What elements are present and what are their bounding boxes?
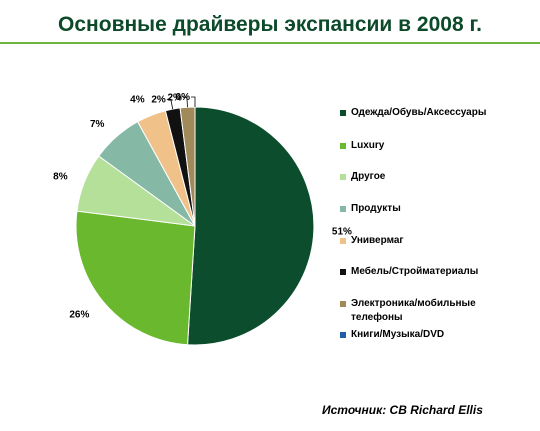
leader-lines xyxy=(166,96,196,110)
data-label: 4% xyxy=(130,95,145,106)
chart-title: Основные драйверы экспансии в 2008 г. xyxy=(58,13,482,36)
legend-label: Одежда/Обувь/Аксессуары xyxy=(351,107,487,118)
legend-swatch xyxy=(340,269,346,275)
data-label: 51% xyxy=(332,226,352,237)
legend-swatch xyxy=(340,206,346,212)
legend-swatch xyxy=(340,110,346,116)
data-label: 0% xyxy=(176,92,191,103)
legend-swatch xyxy=(340,238,346,244)
leader-line xyxy=(166,98,174,110)
legend-swatch xyxy=(340,143,346,149)
data-label: 26% xyxy=(69,309,89,320)
legend-item: Книги/Музыка/DVD xyxy=(340,328,521,342)
data-label: 8% xyxy=(53,172,68,183)
legend-swatch xyxy=(340,301,346,307)
legend-item: Продукты xyxy=(340,202,521,216)
legend-item: Универмаг xyxy=(340,234,521,248)
legend-item: Другое xyxy=(340,170,521,184)
legend-label: Продукты xyxy=(351,203,401,214)
data-labels: 51%26%8%7%4% 2% 2%0% xyxy=(53,92,352,320)
legend-label: Универмаг xyxy=(351,235,404,246)
pie-slice xyxy=(75,210,196,346)
data-label: 7% xyxy=(90,119,105,130)
data-label: 2% xyxy=(151,94,166,105)
source-note: Источник: CB Richard Ellis xyxy=(322,403,483,417)
legend-item: Luxury xyxy=(340,139,521,153)
legend-item: Мебель/Стройматериалы xyxy=(340,265,521,279)
leader-line xyxy=(191,96,196,107)
pie-slice xyxy=(186,106,315,346)
legend-label: Электроника/мобильные телефоны xyxy=(351,298,476,323)
legend-item: Электроника/мобильные телефоны xyxy=(340,297,521,325)
pie-slices xyxy=(75,106,315,346)
data-label: 2% xyxy=(167,92,182,103)
legend-item: Одежда/Обувь/Аксессуары xyxy=(340,106,521,120)
leader-line xyxy=(182,96,188,108)
legend-label: Luxury xyxy=(351,140,385,151)
title-divider xyxy=(0,42,540,44)
legend-label: Книги/Музыка/DVD xyxy=(351,329,445,340)
legend-label: Другое xyxy=(351,171,386,182)
legend-label: Мебель/Стройматериалы xyxy=(351,266,479,277)
legend-swatch xyxy=(340,332,346,338)
legend-swatch xyxy=(340,174,346,180)
